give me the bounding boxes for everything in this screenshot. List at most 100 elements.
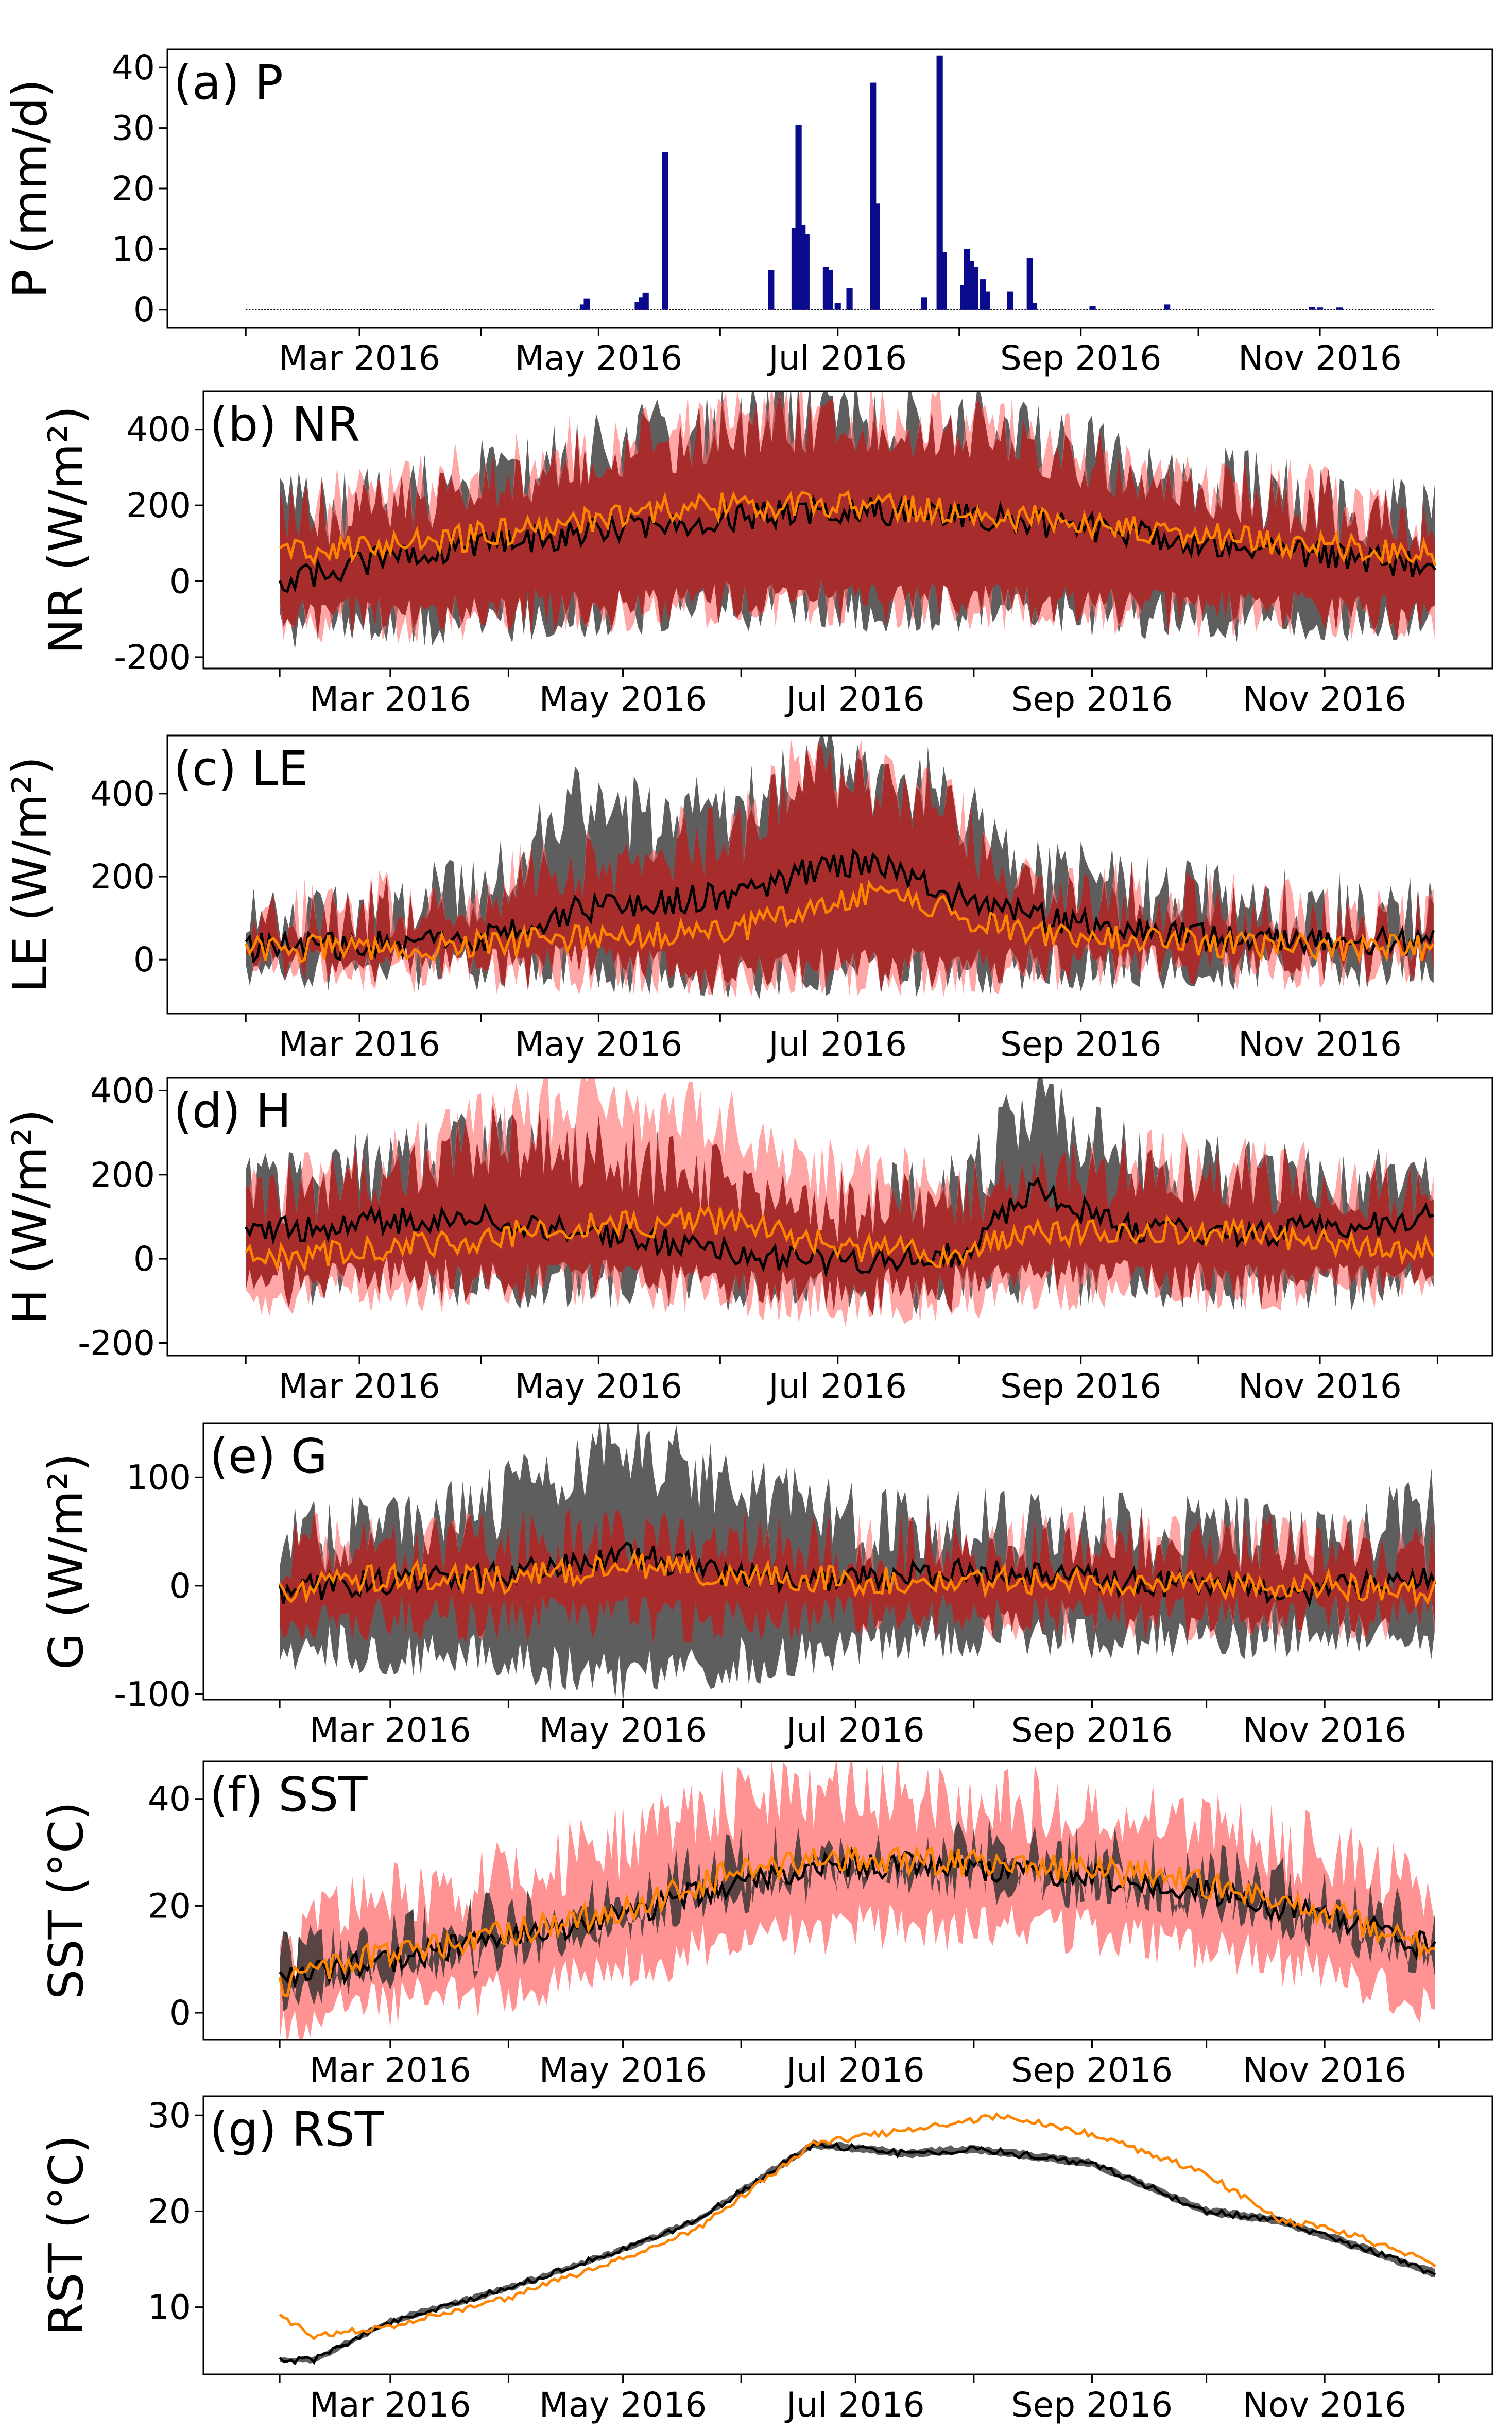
plot-area <box>278 1423 1437 1700</box>
plot-area <box>244 735 1435 999</box>
y-tick-label: 0 <box>169 1566 191 1606</box>
x-tick-label: Mar 2016 <box>310 2385 471 2425</box>
precip-bar <box>1309 307 1315 310</box>
overlap-band <box>280 391 1435 640</box>
precip-bar <box>936 55 943 310</box>
x-tick-label: Sep 2016 <box>1011 2385 1173 2425</box>
axes-frame <box>202 1422 1493 1701</box>
x-tick-label: Nov 2016 <box>1243 2385 1406 2425</box>
precip-bar <box>803 234 810 310</box>
panel-g: 10 20 30 Mar 2016 May 2016 Jul 2016 Sep 2016 No… <box>39 2095 1493 2425</box>
y-tick-label: 100 <box>126 1458 191 1497</box>
x-tick-label: Mar 2016 <box>279 1024 440 1064</box>
observed-line <box>278 494 1436 593</box>
x-tick-label: May 2016 <box>539 2050 707 2090</box>
observed-line <box>279 2142 1436 2366</box>
x-tick-label: Sep 2016 <box>1011 679 1173 719</box>
precip-bar <box>662 152 668 310</box>
x-tick-label: May 2016 <box>515 1024 682 1064</box>
model-line <box>245 1205 1435 1273</box>
axes-frame <box>166 1077 1493 1357</box>
y-tick-label: 30 <box>148 2096 191 2135</box>
axes-frame <box>166 734 1493 1015</box>
x-tick-label: Jul 2016 <box>766 1024 907 1064</box>
x-tick-label: Nov 2016 <box>1238 1366 1402 1406</box>
x-tick-label: Nov 2016 <box>1243 1710 1406 1750</box>
y-tick-label: 40 <box>148 1779 191 1819</box>
x-tick-label: May 2016 <box>515 338 682 378</box>
x-tick-label: Sep 2016 <box>1011 2050 1173 2090</box>
model-line <box>278 1549 1437 1608</box>
y-axis-label: G (W/m²) <box>39 1453 94 1670</box>
y-tick-label: 0 <box>133 1239 155 1279</box>
y-tick-label: 200 <box>90 1155 155 1195</box>
x-tick-label: Sep 2016 <box>1011 1710 1173 1750</box>
model-uncertainty-band <box>280 1761 1435 2040</box>
x-tick-label: Sep 2016 <box>1000 1024 1161 1064</box>
y-tick-label: 400 <box>90 774 155 814</box>
precip-bar <box>1164 304 1171 310</box>
panel-e: -100 0 100 Mar 2016 May 2016 Jul 2016 Sep 2016… <box>39 1422 1493 1750</box>
y-tick-label: 10 <box>148 2288 191 2327</box>
y-tick-label: 200 <box>90 857 155 897</box>
panel-d: -200 0 200 400 Mar 2016 May 2016 Jul 2016 Sep 2… <box>3 1071 1493 1406</box>
model-line <box>244 879 1435 964</box>
x-tick-label: Nov 2016 <box>1243 2050 1406 2090</box>
x-tick-label: May 2016 <box>539 1710 707 1750</box>
precip-bar <box>1007 291 1013 310</box>
y-axis-label: P (mm/d) <box>3 79 58 298</box>
panel-a: 0 10 20 30 40 Mar 2016 May 2016 Jul 2016 Sep 201… <box>3 48 1493 378</box>
precip-bar <box>972 267 978 310</box>
observed-uncertainty-band <box>280 2139 1435 2364</box>
model-line <box>279 489 1437 567</box>
precip-bar <box>1316 307 1324 310</box>
precip-bar <box>1026 258 1033 310</box>
axes-frame <box>202 2095 1493 2375</box>
plot-area <box>244 1078 1435 1327</box>
axes-frame <box>202 1760 1493 2041</box>
y-axis-label: LE (W/m²) <box>3 757 58 993</box>
y-axis-label: RST (°C) <box>39 2135 94 2336</box>
x-tick-label: Jul 2016 <box>784 2050 925 2090</box>
model-line <box>278 1843 1436 1998</box>
panel-label: (f) SST <box>210 1767 368 1822</box>
x-tick-label: Jul 2016 <box>784 679 925 719</box>
y-tick-label: 200 <box>126 486 191 525</box>
x-tick-label: Sep 2016 <box>1000 338 1161 378</box>
y-tick-label: 40 <box>112 48 155 88</box>
precip-bar <box>873 203 880 310</box>
y-tick-label: 400 <box>90 1071 155 1111</box>
panel-label: (d) H <box>174 1084 291 1139</box>
x-tick-label: Mar 2016 <box>310 2050 471 2090</box>
x-tick-label: May 2016 <box>515 1366 682 1406</box>
precip-bar <box>846 288 853 310</box>
precip-bar <box>579 304 587 310</box>
panel-label: (g) RST <box>210 2102 384 2157</box>
y-axis-label: H (W/m²) <box>3 1109 58 1325</box>
x-tick-label: Jul 2016 <box>784 2385 925 2425</box>
x-tick-label: Jul 2016 <box>766 1366 907 1406</box>
precip-bar <box>983 291 990 310</box>
y-tick-label: 20 <box>148 1886 191 1926</box>
observed-line <box>244 1176 1434 1278</box>
overlap-band <box>246 1105 1434 1315</box>
panel-c: 0 200 400 Mar 2016 May 2016 Jul 2016 Sep 2016 N… <box>3 734 1493 1064</box>
y-tick-label: -200 <box>114 638 191 677</box>
precip-bar <box>834 303 841 310</box>
y-tick-label: -100 <box>114 1674 191 1714</box>
precip-bar <box>1089 306 1096 310</box>
panel-label: (c) LE <box>174 741 308 796</box>
x-tick-label: May 2016 <box>539 679 707 719</box>
precip-bar <box>1030 303 1037 310</box>
y-tick-label: 20 <box>148 2191 191 2231</box>
panel-label: (a) P <box>174 55 283 110</box>
x-tick-label: Nov 2016 <box>1243 679 1406 719</box>
y-tick-label: 0 <box>169 561 191 601</box>
y-tick-label: 10 <box>112 229 155 269</box>
x-tick-label: Jul 2016 <box>784 1710 925 1750</box>
y-tick-label: 30 <box>112 109 155 148</box>
panel-f: 0 20 40 Mar 2016 May 2016 Jul 2016 Sep 2016 Nov… <box>39 1760 1493 2090</box>
x-tick-label: Nov 2016 <box>1238 338 1402 378</box>
plot-area <box>279 2112 1436 2366</box>
plot-area <box>246 55 1434 310</box>
